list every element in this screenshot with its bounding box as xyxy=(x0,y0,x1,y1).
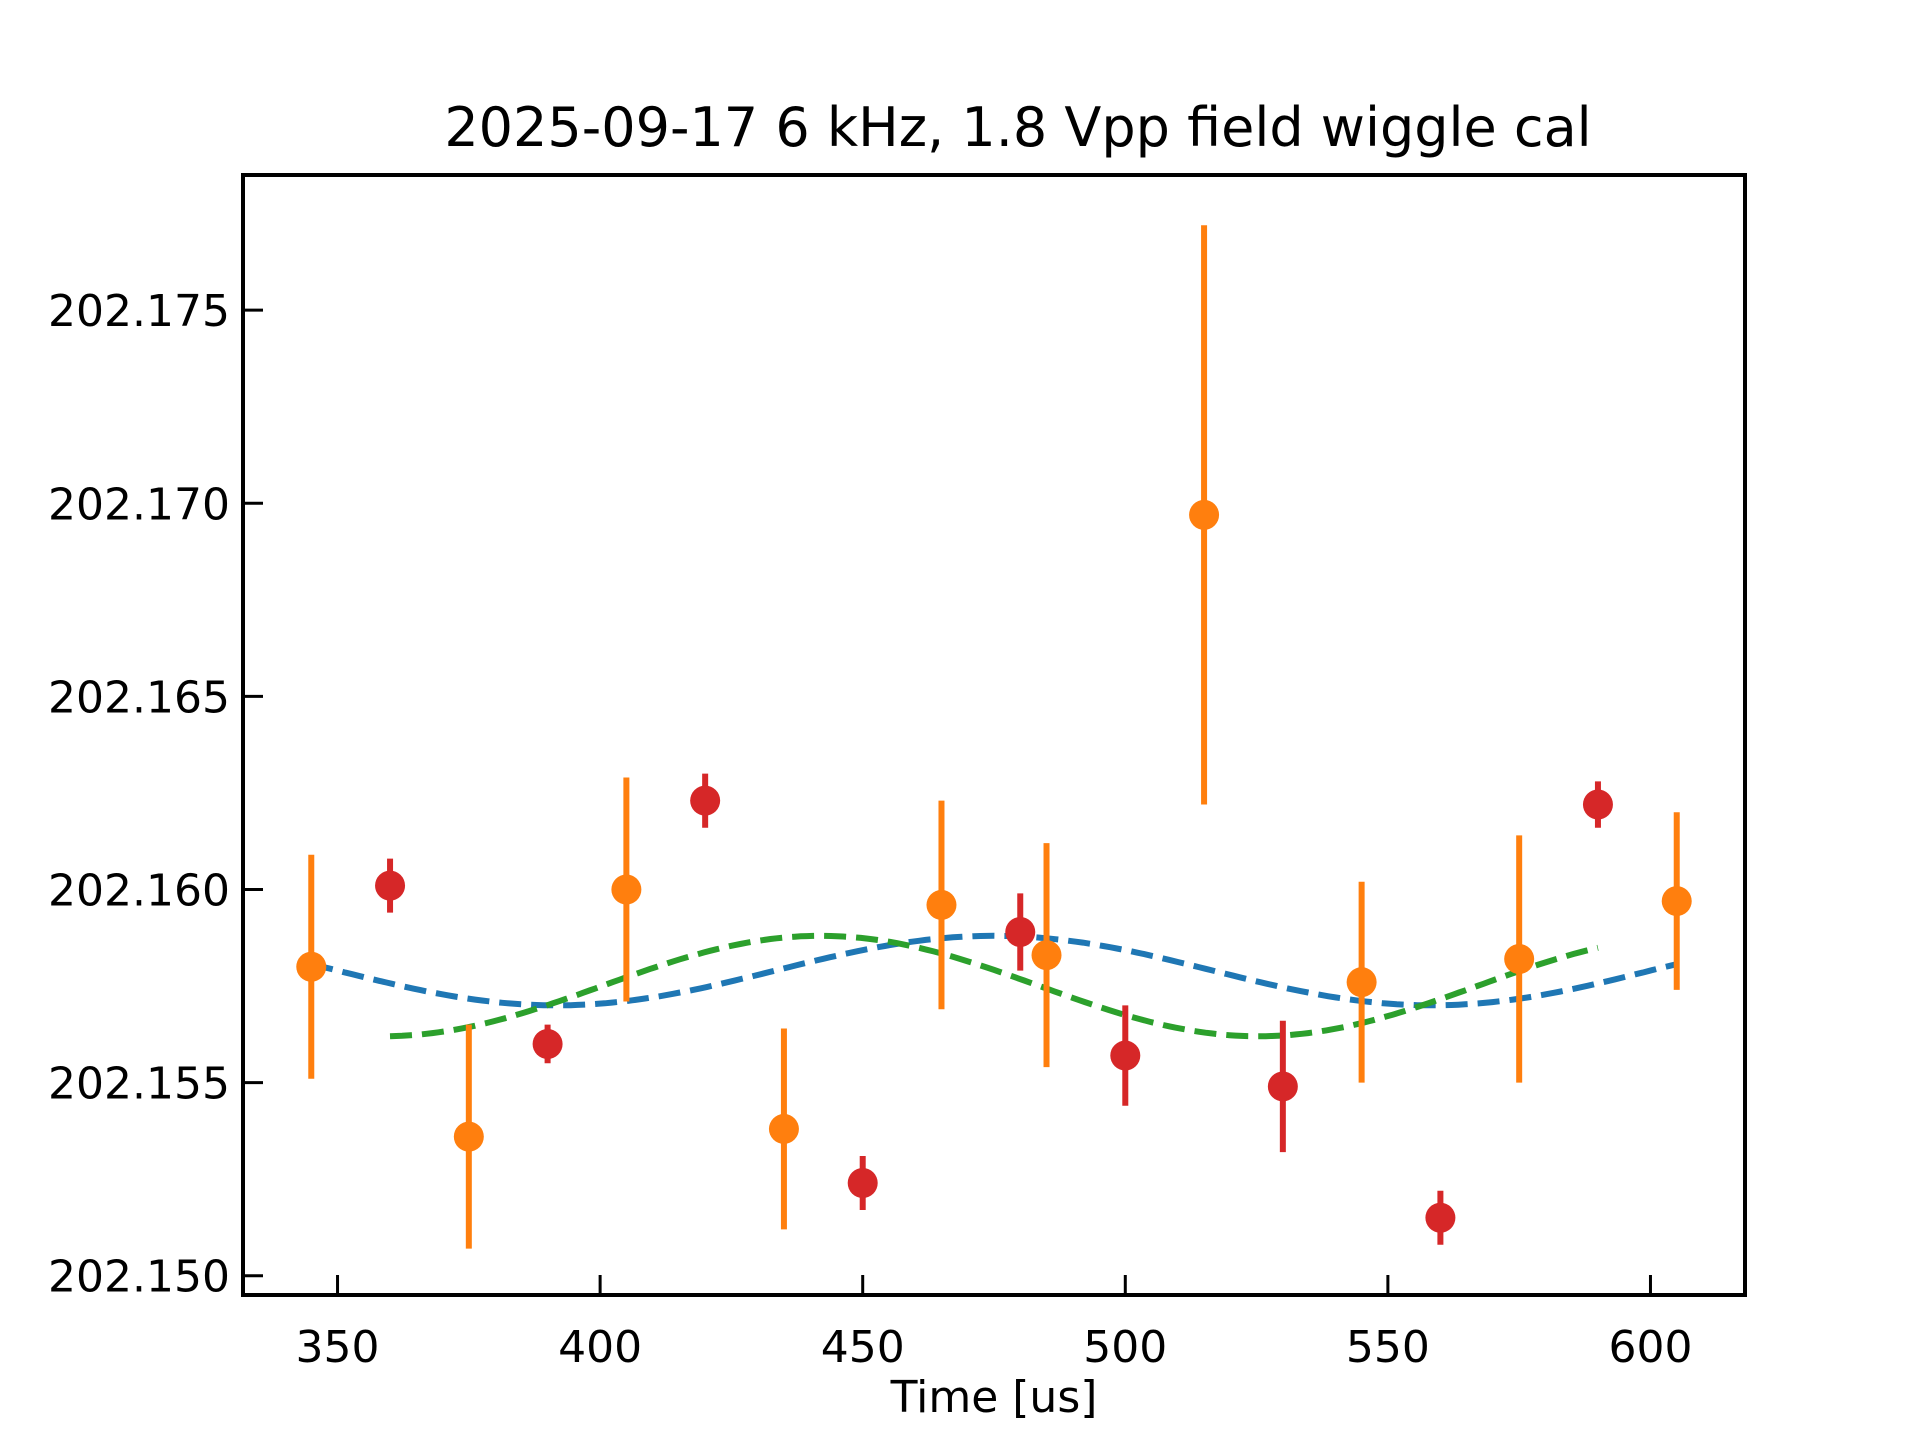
plot-area xyxy=(296,225,1692,1249)
data-point xyxy=(1425,1202,1456,1233)
x-tick-label: 600 xyxy=(1608,1322,1692,1373)
data-point xyxy=(768,1113,799,1144)
data-point xyxy=(690,785,721,816)
data-point xyxy=(847,1168,878,1198)
x-tick-label: 500 xyxy=(1083,1322,1167,1373)
chart-title: 2025-09-17 6 kHz, 1.8 Vpp field wiggle c… xyxy=(444,96,1591,159)
data-point xyxy=(532,1028,563,1059)
y-tick-label: 202.170 xyxy=(48,479,230,530)
axes-frame xyxy=(241,173,1747,1297)
data-point xyxy=(1005,916,1036,947)
axes-ticks: 350 400 450 500 550 600 202.150 202.155 202.160 2… xyxy=(48,286,1692,1373)
fit-curve xyxy=(310,932,1678,1009)
x-axis-label: Time [us] xyxy=(890,1372,1098,1423)
data-point xyxy=(1661,886,1692,917)
x-tick-label: 400 xyxy=(558,1322,642,1373)
y-tick-label: 202.150 xyxy=(48,1252,230,1303)
x-tick-label: 350 xyxy=(296,1322,380,1373)
data-point xyxy=(296,951,327,982)
data-point xyxy=(1031,940,1062,971)
data-point xyxy=(1189,499,1220,530)
x-tick-label: 550 xyxy=(1346,1322,1430,1373)
data-point xyxy=(1110,1040,1141,1071)
y-tick-label: 202.165 xyxy=(48,672,230,723)
data-point xyxy=(926,889,957,920)
y-tick-label: 202.160 xyxy=(48,865,230,916)
data-point xyxy=(453,1121,484,1152)
data-point xyxy=(1504,944,1535,974)
x-tick-label: 450 xyxy=(821,1322,905,1373)
data-point xyxy=(375,870,406,901)
y-tick-label: 202.175 xyxy=(48,286,230,337)
data-point xyxy=(1582,789,1613,820)
data-point xyxy=(1267,1071,1298,1102)
y-tick-label: 202.155 xyxy=(48,1059,230,1110)
data-point xyxy=(1346,967,1377,998)
data-point xyxy=(611,874,642,905)
fit-curve xyxy=(389,932,1599,1040)
